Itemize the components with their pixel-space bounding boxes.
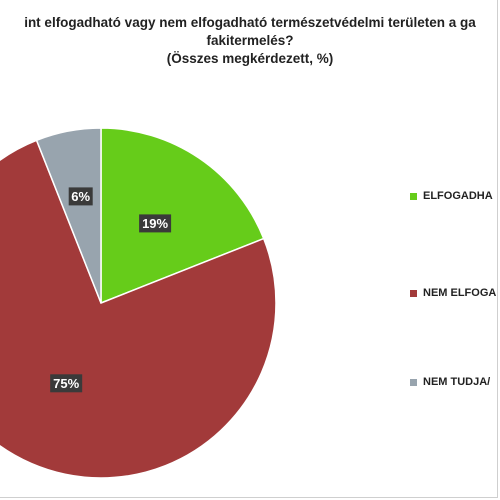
- legend-label: ELFOGADHA: [423, 190, 493, 202]
- chart-title-line1: int elfogadható vagy nem elfogadható ter…: [24, 15, 476, 30]
- legend-swatch: [410, 289, 417, 297]
- legend-item-nem-elfogadhato: NEM ELFOGA: [410, 287, 496, 299]
- pie-slice-nem-tudja: [35, 127, 102, 304]
- data-label-nem-tudja: 6%: [68, 187, 93, 206]
- legend-item-nem-tudja: NEM TUDJA/: [410, 376, 490, 388]
- chart-subtitle: (Összes megkérdezett, %): [166, 51, 334, 66]
- chart-title-line2: fakitermelés?: [206, 33, 294, 48]
- data-label-box: [139, 214, 172, 233]
- data-label-text: 6%: [71, 189, 90, 204]
- chart-title: int elfogadható vagy nem elfogadható ter…: [0, 14, 500, 68]
- data-label-box: [50, 374, 83, 393]
- data-label-nem-elfogadhato: 75%: [50, 374, 83, 393]
- data-label-text: 19%: [142, 216, 168, 231]
- data-label-box: [68, 187, 93, 206]
- legend-label: NEM TUDJA/: [423, 376, 491, 388]
- data-label-text: 75%: [53, 376, 79, 391]
- pie-slices: [0, 127, 277, 479]
- pie-data-labels: 19% 75% 6%: [50, 187, 172, 393]
- legend-label: NEM ELFOGA: [423, 287, 497, 299]
- legend-item-elfogadhato: ELFOGADHA: [410, 190, 493, 202]
- data-label-elfogadhato: 19%: [139, 214, 172, 233]
- legend-swatch: [410, 378, 417, 386]
- pie-slice-nem-elfogadhato: [0, 139, 277, 479]
- legend-swatch: [410, 192, 417, 200]
- pie-slice-elfogadhato: [100, 127, 265, 305]
